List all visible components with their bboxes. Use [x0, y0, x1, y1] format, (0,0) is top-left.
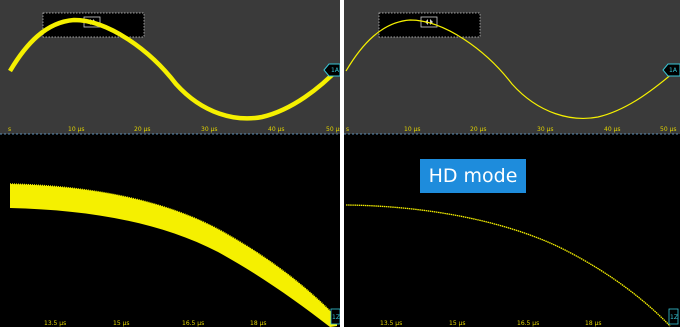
left-overview-tick: 30 µs [201, 126, 218, 133]
left-channel-marker: 1A [331, 67, 340, 74]
right-zoom-tick: 13.5 µs [380, 320, 402, 327]
zoom-marker-icon[interactable]: 1Z [668, 308, 679, 325]
right-overview-tick: 50 µs [660, 126, 677, 133]
zoom-marker-icon[interactable]: 1Z [330, 308, 341, 325]
left-overview-tick: 50 µs [326, 126, 343, 133]
left-zoom-trace [10, 184, 337, 327]
left-overview-tick: 20 µs [134, 126, 151, 133]
left-overview-trace [8, 17, 342, 121]
left-zoom-tick: 13.5 µs [44, 320, 66, 327]
right-channel-marker: 1A [669, 67, 678, 74]
right-overview-tick: s [346, 126, 349, 133]
left-zoom-marker: 1Z [332, 314, 340, 321]
right-zoom-marker: 1Z [670, 314, 678, 321]
right-zoom-tick: 18 µs [585, 320, 602, 327]
channel-marker-icon[interactable]: 1A [662, 63, 680, 77]
right-overview-tick: 40 µs [604, 126, 621, 133]
left-overview-tick: 40 µs [268, 126, 285, 133]
right-overview-tick: 20 µs [470, 126, 487, 133]
right-scope-panel: 1A s 10 µs 20 µs 30 µs 40 µs 50 µs 13.5 … [344, 0, 680, 327]
panel-divider [340, 0, 344, 327]
left-overview-tick: s [8, 126, 11, 133]
right-zoom-tick: 16.5 µs [517, 320, 539, 327]
right-zoom-window[interactable] [378, 12, 481, 38]
left-zoom-tick: 16.5 µs [182, 320, 204, 327]
left-zoom-tick: 18 µs [250, 320, 267, 327]
left-overview-tick: 10 µs [68, 126, 85, 133]
right-overview-tick: 30 µs [537, 126, 554, 133]
hd-mode-badge: HD mode [420, 159, 526, 193]
left-scope-panel: 1A s 10 µs 20 µs 30 µs 40 µs 50 µs 13.5 … [0, 0, 343, 327]
right-zoom-trace [345, 204, 671, 327]
left-zoom-tick: 15 µs [113, 320, 130, 327]
right-overview-trace [345, 19, 680, 119]
right-zoom-tick: 15 µs [449, 320, 466, 327]
right-overview-tick: 10 µs [404, 126, 421, 133]
